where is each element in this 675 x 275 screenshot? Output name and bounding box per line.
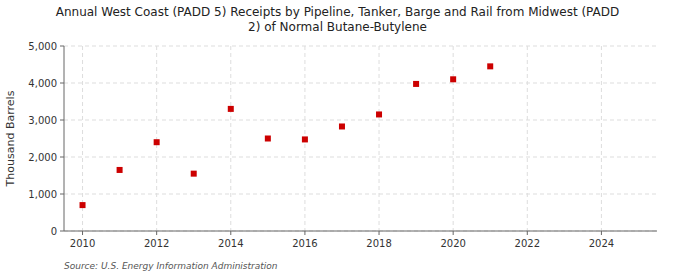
- point: [265, 136, 271, 142]
- point: [154, 139, 160, 145]
- y-tick: [60, 194, 64, 195]
- y-grid-line: [64, 194, 657, 195]
- x-axis: 2010 2012 2014 2016 2018 2020 2022 2024: [70, 231, 614, 249]
- y-tick-label: 1,000: [28, 189, 57, 200]
- x-axis-line: [64, 231, 657, 232]
- y-grid-line: [64, 231, 657, 232]
- y-tick: [60, 83, 64, 84]
- x-grid-line: [527, 46, 528, 231]
- point: [117, 167, 123, 173]
- y-tick: [60, 46, 64, 47]
- y-tick-label: 0: [51, 226, 57, 237]
- x-tick-label: 2018: [366, 238, 391, 249]
- points: [80, 63, 494, 208]
- x-tick: [379, 231, 380, 235]
- y-tick-label: 4,000: [28, 78, 57, 89]
- x-grid-line: [379, 46, 380, 231]
- point: [80, 202, 86, 208]
- y-axis-line: [64, 46, 65, 231]
- y-tick: [60, 157, 64, 158]
- source: Source: U.S. Energy Information Administ…: [64, 261, 278, 271]
- x-grid-line: [156, 46, 157, 231]
- point: [487, 63, 493, 69]
- x-tick-label: 2016: [292, 238, 317, 249]
- grid: [64, 46, 657, 231]
- y-tick: [60, 120, 64, 121]
- y-axis: 0 1,000 2,000 3,000 4,000 5,000: [28, 41, 64, 237]
- chart-container: Annual West Coast (PADD 5) Receipts by P…: [0, 0, 675, 275]
- x-tick-label: 2014: [218, 238, 243, 249]
- x-tick-label: 2024: [589, 238, 614, 249]
- point: [450, 76, 456, 82]
- y-grid-line: [64, 157, 657, 158]
- y-tick-label: 2,000: [28, 152, 57, 163]
- title-line: 2) of Normal Butane-Butylene: [248, 20, 427, 34]
- y-tick-label: 3,000: [28, 115, 57, 126]
- title-line: Annual West Coast (PADD 5) Receipts by P…: [56, 5, 620, 19]
- x-grid-line: [453, 46, 454, 231]
- point: [413, 81, 419, 87]
- x-tick-label: 2020: [440, 238, 465, 249]
- x-tick: [453, 231, 454, 235]
- y-axis-label: Thousand Barrels: [4, 90, 17, 187]
- y-tick: [60, 231, 64, 232]
- y-grid-line: [64, 46, 657, 47]
- x-tick-label: 2012: [144, 238, 169, 249]
- y-grid-line: [64, 83, 657, 84]
- x-tick: [304, 231, 305, 235]
- point: [228, 106, 234, 112]
- x-tick: [527, 231, 528, 235]
- x-tick: [601, 231, 602, 235]
- y-grid-line: [64, 120, 657, 121]
- point: [339, 123, 345, 129]
- point: [191, 171, 197, 177]
- point: [376, 111, 382, 117]
- chart: Annual West Coast (PADD 5) Receipts by P…: [0, 0, 675, 275]
- title: Annual West Coast (PADD 5) Receipts by P…: [56, 5, 620, 34]
- x-grid-line: [230, 46, 231, 231]
- point: [302, 136, 308, 142]
- x-tick-label: 2010: [70, 238, 95, 249]
- x-tick-label: 2022: [515, 238, 540, 249]
- x-tick: [156, 231, 157, 235]
- x-grid-line: [601, 46, 602, 231]
- x-tick: [82, 231, 83, 235]
- x-tick: [230, 231, 231, 235]
- y-tick-label: 5,000: [28, 41, 57, 52]
